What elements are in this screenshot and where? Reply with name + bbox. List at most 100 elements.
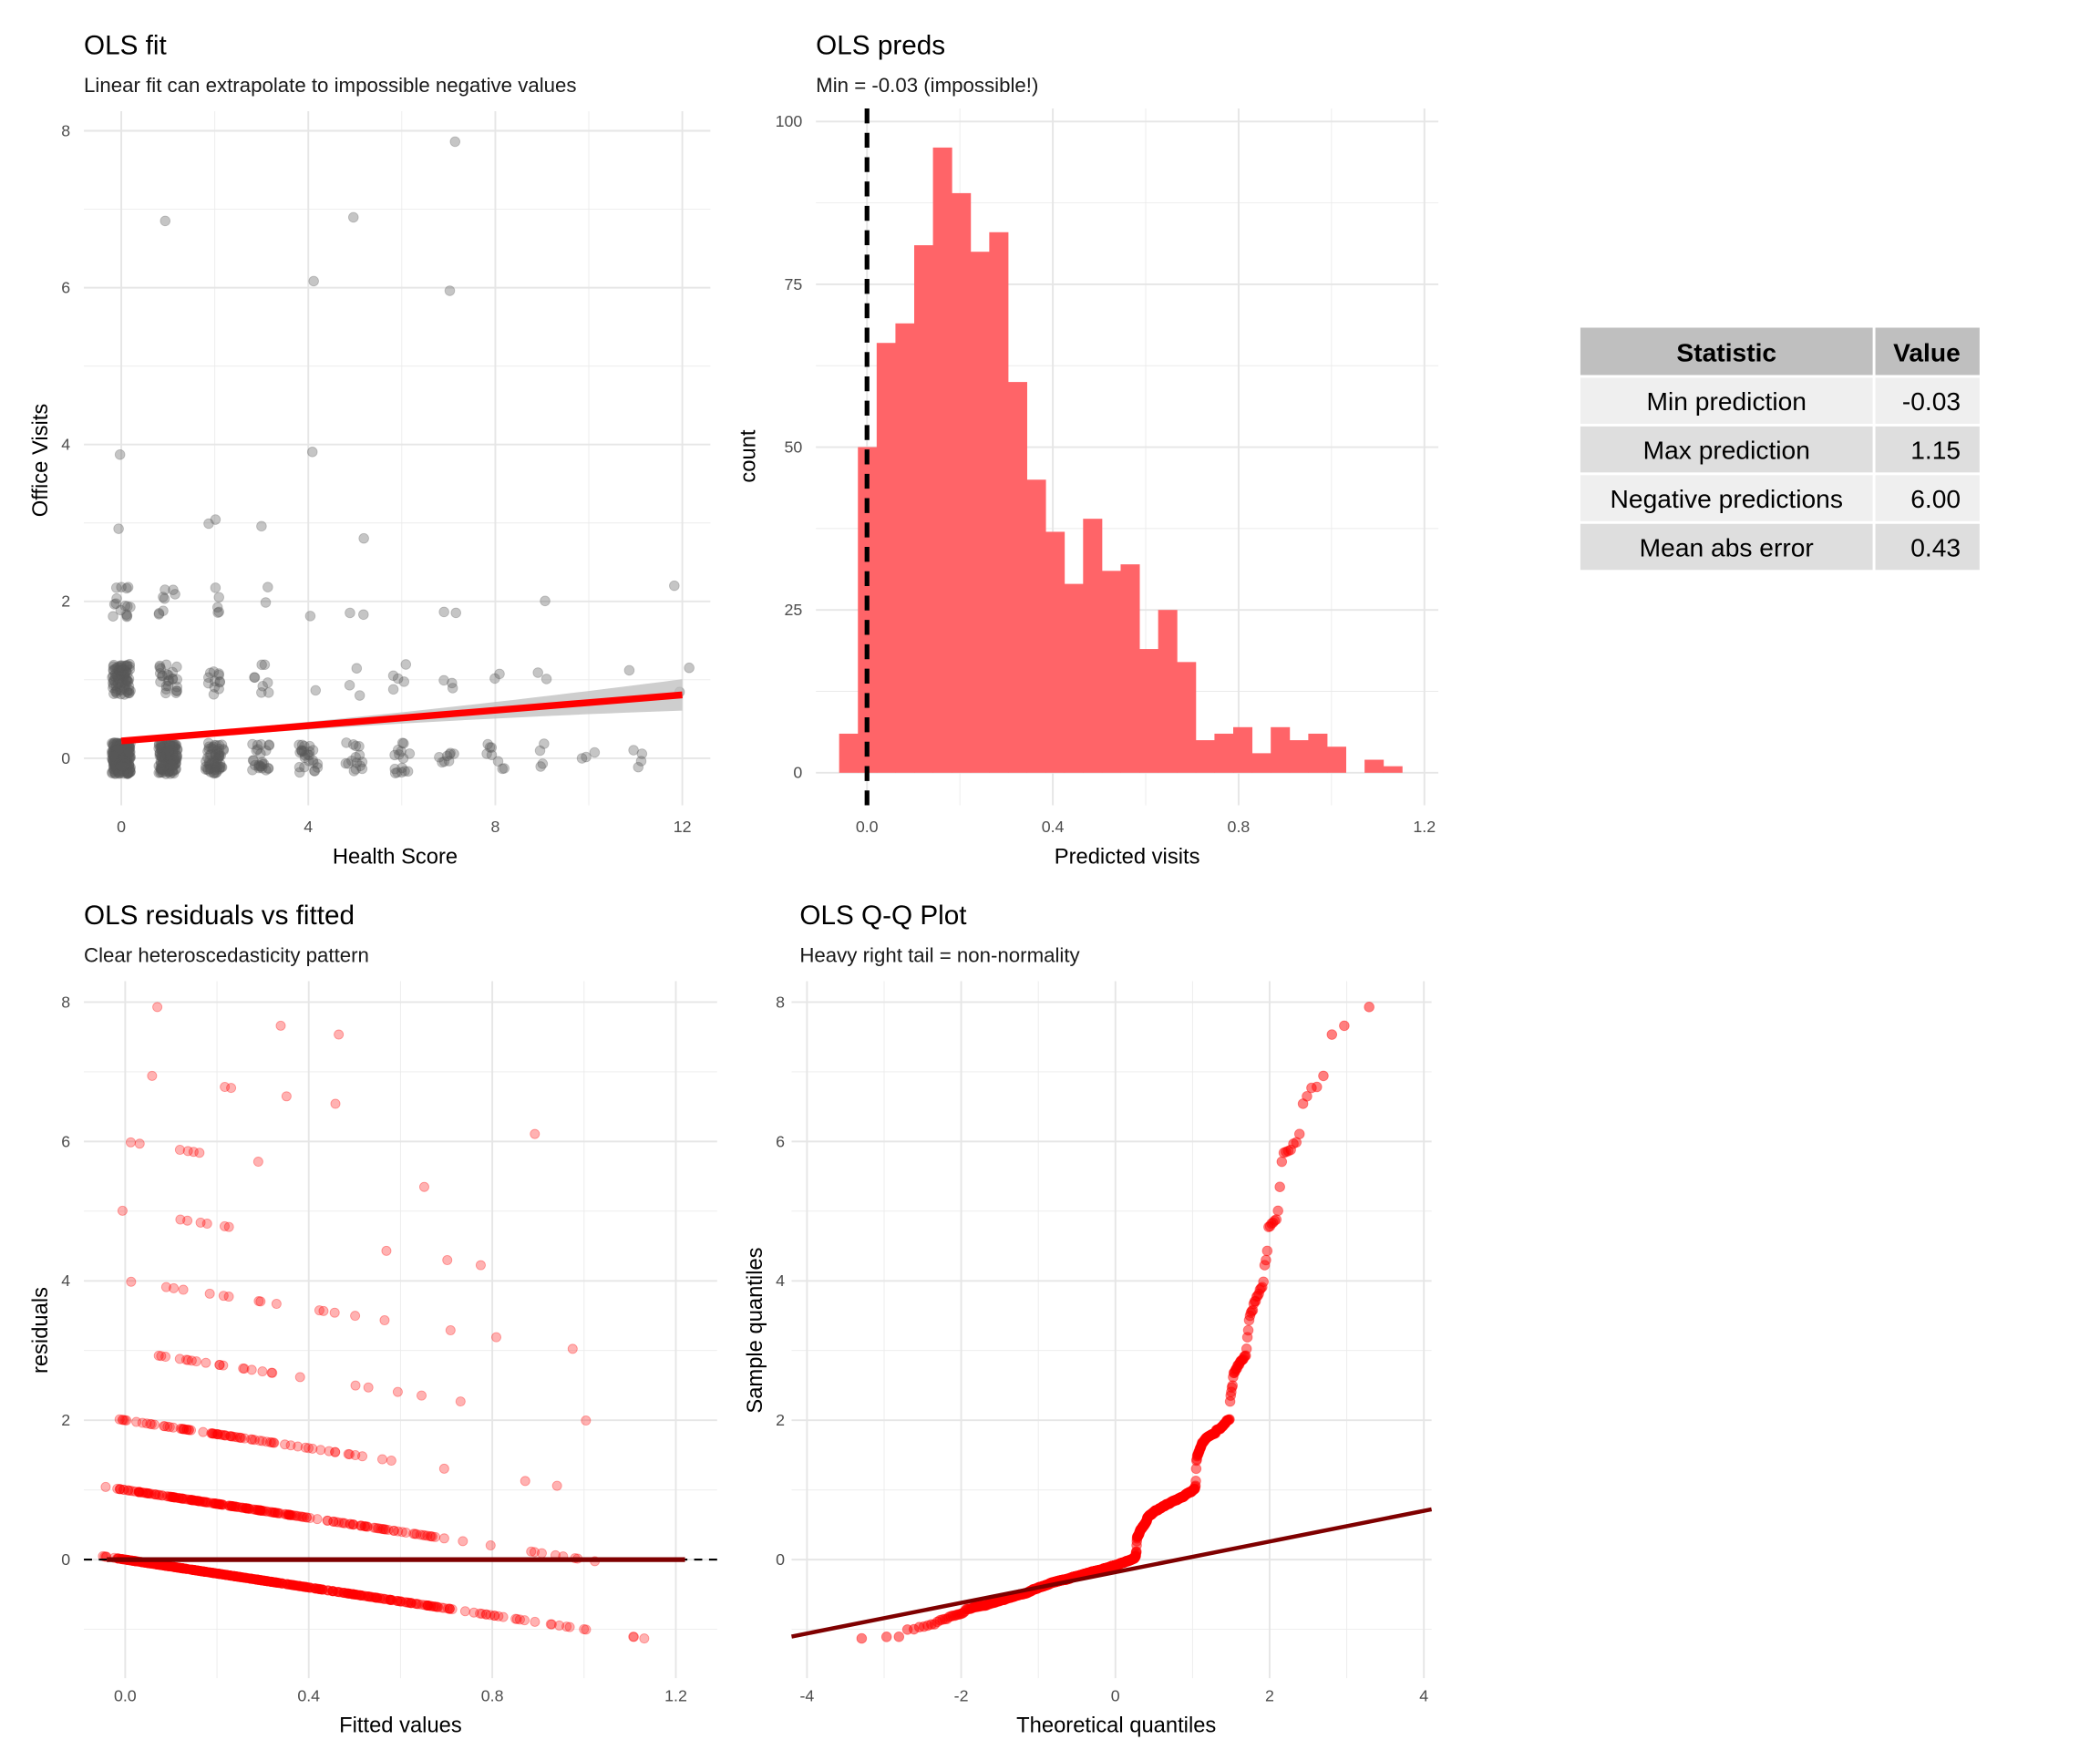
- data-point: [253, 762, 264, 774]
- residual-point: [260, 1575, 271, 1586]
- residual-point: [171, 1562, 182, 1573]
- data-point: [119, 759, 130, 770]
- residual-point: [221, 1570, 232, 1580]
- histogram-bar: [1120, 564, 1140, 773]
- residual-point: [304, 1512, 315, 1523]
- data-point: [110, 750, 122, 761]
- residual-point: [228, 1501, 239, 1512]
- data-point: [170, 753, 180, 765]
- residual-point: [347, 1519, 358, 1530]
- residual-point: [386, 1595, 397, 1606]
- residual-point: [255, 1505, 266, 1516]
- residual-point: [231, 1571, 242, 1582]
- residual-point: [249, 1435, 260, 1446]
- residual-point: [200, 1497, 211, 1508]
- data-point: [257, 758, 268, 770]
- y-tick-label: 0: [793, 764, 802, 782]
- data-point: [163, 669, 174, 681]
- data-point: [208, 767, 220, 778]
- data-point: [581, 751, 592, 763]
- data-point: [107, 748, 118, 760]
- data-point: [107, 672, 118, 684]
- data-point: [108, 748, 119, 760]
- residual-point: [267, 1367, 278, 1378]
- residual-point: [251, 1574, 262, 1585]
- residual-point: [331, 1517, 342, 1528]
- residual-point: [213, 1569, 224, 1580]
- residual-point: [406, 1598, 417, 1609]
- data-point: [307, 745, 319, 756]
- qq-point: [1240, 1343, 1252, 1354]
- residual-point: [432, 1601, 443, 1612]
- residual-point: [268, 1577, 279, 1588]
- residual-point: [431, 1601, 442, 1612]
- data-point: [115, 671, 127, 682]
- data-point: [108, 764, 119, 775]
- residual-point: [396, 1596, 407, 1607]
- residual-point: [146, 1488, 157, 1499]
- residual-point: [223, 1221, 234, 1232]
- data-point: [633, 761, 644, 773]
- residual-point: [355, 1590, 365, 1601]
- data-point: [110, 745, 122, 756]
- residual-point: [131, 1416, 142, 1427]
- residual-point: [255, 1575, 266, 1586]
- data-point: [202, 746, 213, 757]
- data-point: [304, 746, 315, 757]
- residual-point: [262, 1576, 273, 1587]
- residual-point: [417, 1390, 427, 1401]
- residual-point: [204, 1567, 215, 1578]
- residual-point: [491, 1332, 501, 1343]
- residual-point: [147, 1070, 158, 1081]
- data-point: [392, 767, 403, 778]
- data-point: [213, 750, 225, 761]
- data-point: [122, 659, 133, 671]
- residual-point: [257, 1506, 268, 1517]
- residual-point: [257, 1366, 268, 1377]
- data-point: [441, 750, 453, 762]
- data-point: [120, 752, 131, 764]
- residual-point: [118, 1415, 129, 1426]
- x-tick-label: 0.4: [297, 1686, 320, 1704]
- residual-point: [187, 1495, 198, 1506]
- residual-point: [407, 1598, 417, 1609]
- residual-point: [186, 1425, 197, 1436]
- residual-point: [249, 1574, 260, 1585]
- data-point: [109, 756, 120, 767]
- residual-point: [255, 1575, 266, 1586]
- qq-point: [1261, 1245, 1273, 1257]
- residual-point: [230, 1570, 241, 1581]
- residual-point: [322, 1515, 333, 1526]
- data-point: [159, 746, 170, 758]
- data-point: [118, 749, 129, 760]
- data-point: [122, 767, 134, 779]
- data-point: [108, 753, 119, 765]
- residual-point: [277, 1578, 288, 1589]
- data-point: [208, 666, 220, 677]
- data-point: [159, 741, 170, 752]
- residual-point: [283, 1509, 293, 1520]
- residual-point: [255, 1296, 266, 1307]
- residual-point: [246, 1434, 256, 1445]
- data-point: [120, 679, 131, 690]
- data-point: [204, 749, 216, 761]
- residual-point: [289, 1580, 300, 1590]
- data-point: [109, 672, 121, 683]
- residual-point: [125, 1485, 136, 1496]
- data-point: [262, 677, 273, 688]
- residual-point: [243, 1503, 254, 1514]
- residual-point: [277, 1578, 287, 1589]
- residual-point: [370, 1592, 381, 1603]
- data-point: [113, 767, 125, 777]
- residual-point: [262, 1576, 273, 1587]
- data-point: [114, 666, 125, 678]
- residual-point: [289, 1510, 300, 1521]
- residual-point: [412, 1599, 423, 1610]
- y-tick-label: 2: [61, 592, 70, 611]
- data-point: [115, 669, 127, 681]
- data-point: [389, 767, 401, 779]
- x-tick-label: -4: [799, 1686, 814, 1704]
- data-point: [155, 766, 167, 777]
- residual-point: [209, 1568, 220, 1579]
- residual-point: [265, 1576, 276, 1587]
